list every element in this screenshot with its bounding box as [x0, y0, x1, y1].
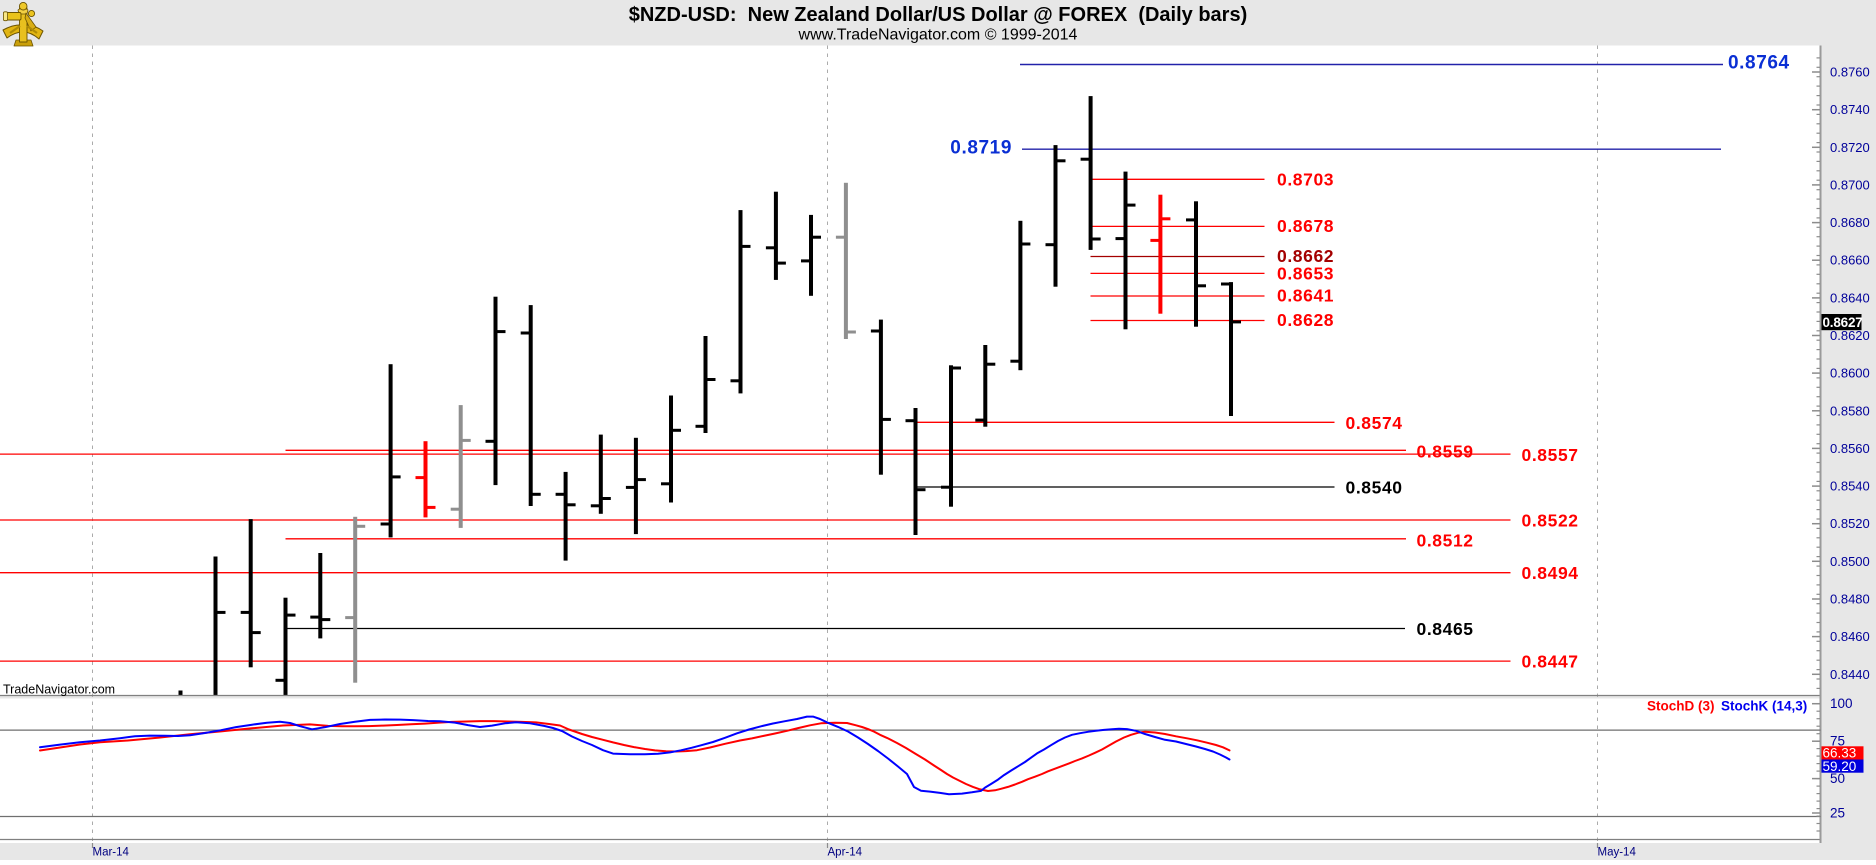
svg-text:0.8580: 0.8580: [1830, 403, 1870, 418]
svg-text:0.8700: 0.8700: [1830, 177, 1870, 192]
svg-text:0.8494: 0.8494: [1522, 563, 1579, 583]
svg-text:0.8559: 0.8559: [1417, 441, 1474, 461]
svg-text:0.8520: 0.8520: [1830, 516, 1870, 531]
svg-text:0.8447: 0.8447: [1522, 652, 1579, 672]
svg-text:59.20: 59.20: [1823, 759, 1857, 774]
svg-text:0.8627: 0.8627: [1823, 315, 1863, 330]
svg-text:0.8703: 0.8703: [1277, 170, 1334, 190]
svg-text:StochD (3): StochD (3): [1647, 699, 1715, 714]
svg-text:0.8600: 0.8600: [1830, 366, 1870, 381]
svg-text:TradeNavigator.com: TradeNavigator.com: [3, 683, 115, 697]
svg-text:0.8720: 0.8720: [1830, 140, 1870, 155]
svg-text:0.8480: 0.8480: [1830, 592, 1870, 607]
svg-text:0.8512: 0.8512: [1417, 530, 1474, 550]
svg-text:Apr-14: Apr-14: [828, 847, 863, 859]
svg-text:0.8460: 0.8460: [1830, 629, 1870, 644]
svg-text:0.8557: 0.8557: [1522, 445, 1579, 465]
svg-text:0.8628: 0.8628: [1277, 310, 1334, 330]
svg-text:0.8680: 0.8680: [1830, 215, 1870, 230]
svg-text:May-14: May-14: [1598, 847, 1637, 859]
svg-text:0.8760: 0.8760: [1830, 65, 1870, 80]
svg-text:0.8653: 0.8653: [1277, 263, 1334, 283]
svg-text:0.8620: 0.8620: [1830, 328, 1870, 343]
svg-text:0.8641: 0.8641: [1277, 286, 1334, 306]
svg-text:Mar-14: Mar-14: [93, 847, 130, 859]
svg-text:25: 25: [1830, 806, 1845, 821]
svg-text:0.8640: 0.8640: [1830, 290, 1870, 305]
svg-text:0.8560: 0.8560: [1830, 441, 1870, 456]
svg-text:www.TradeNavigator.com © 1999-: www.TradeNavigator.com © 1999-2014: [798, 27, 1078, 44]
svg-text:0.8522: 0.8522: [1522, 511, 1579, 531]
svg-text:0.8540: 0.8540: [1346, 478, 1403, 498]
svg-text:0.8574: 0.8574: [1346, 413, 1403, 433]
svg-text:0.8678: 0.8678: [1277, 216, 1334, 236]
svg-text:0.8540: 0.8540: [1830, 479, 1870, 494]
svg-text:0.8764: 0.8764: [1728, 53, 1790, 74]
svg-text:StochK (14,3): StochK (14,3): [1721, 699, 1807, 714]
svg-text:$NZD-USD: New Zealand Dollar/: $NZD-USD: New Zealand Dollar/US Dollar @…: [629, 4, 1248, 26]
svg-text:0.8465: 0.8465: [1417, 619, 1474, 639]
svg-text:0.8440: 0.8440: [1830, 667, 1870, 682]
svg-text:100: 100: [1830, 696, 1853, 711]
svg-text:0.8719: 0.8719: [950, 138, 1012, 159]
svg-text:0.8500: 0.8500: [1830, 554, 1870, 569]
svg-text:0.8660: 0.8660: [1830, 253, 1870, 268]
svg-text:0.8740: 0.8740: [1830, 102, 1870, 117]
